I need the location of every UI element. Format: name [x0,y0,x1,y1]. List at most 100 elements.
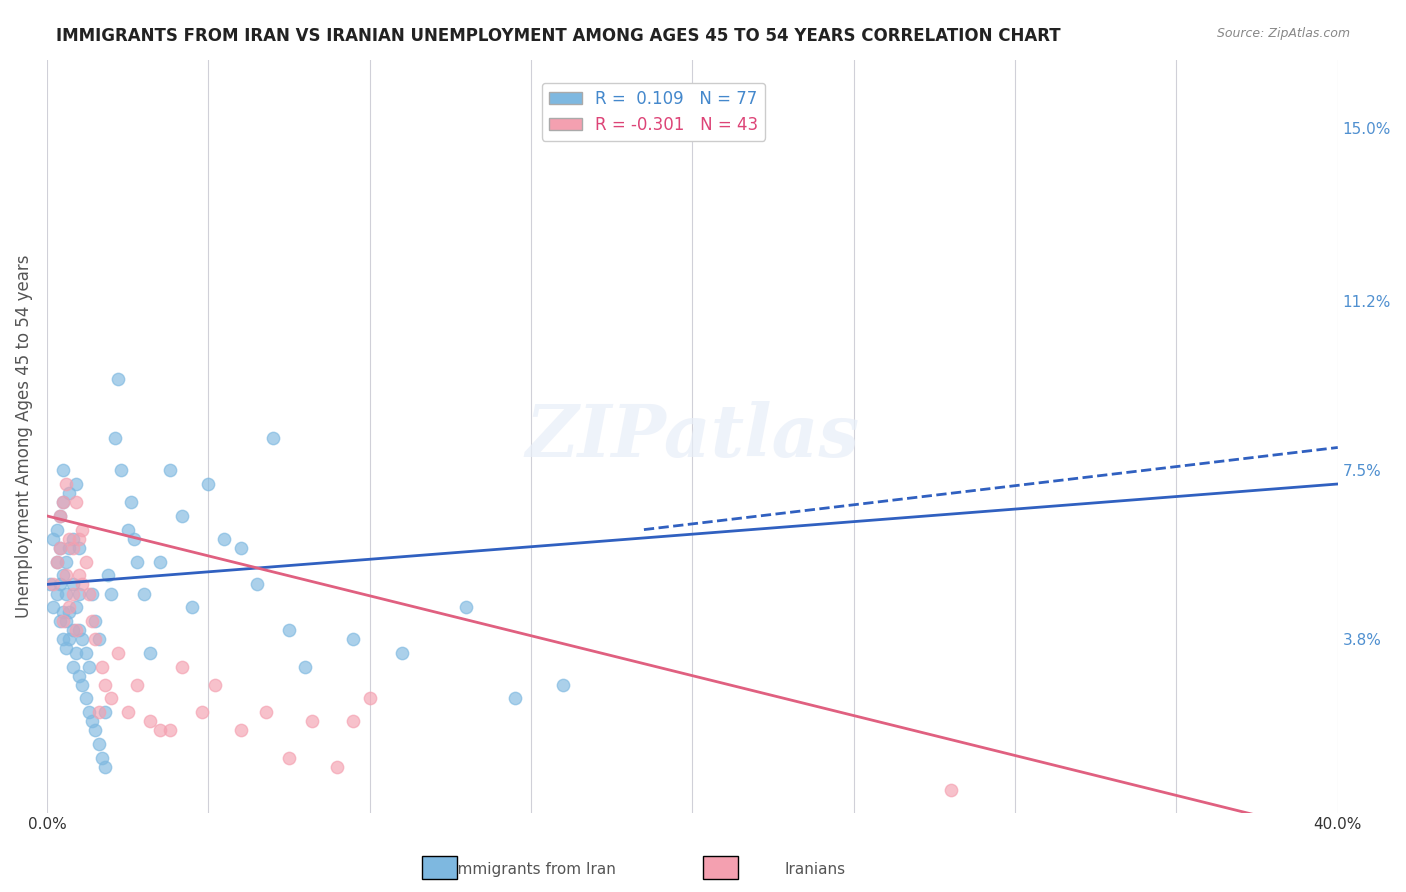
Point [58,532,80,546]
Point [359,691,381,706]
Point [49,614,72,628]
Point [503,691,526,706]
Point [132,586,155,600]
Point [326,760,349,774]
Point [55,614,77,628]
Point [181,600,204,615]
Point [117,705,139,719]
Point [55,586,77,600]
Point [49,541,72,555]
Point [172,508,194,523]
Point [90,659,112,673]
Point [90,751,112,765]
Point [149,555,172,569]
Text: Source: ZipAtlas.com: Source: ZipAtlas.com [1216,27,1350,40]
Point [122,532,145,546]
Point [62,541,84,555]
Point [342,714,364,729]
Point [197,477,219,491]
Point [49,508,72,523]
Point [52,568,75,582]
Point [67,541,90,555]
Point [110,463,132,477]
Point [94,705,117,719]
Point [84,632,107,647]
Point [72,577,94,591]
Point [149,723,172,738]
Point [58,600,80,615]
Point [87,705,110,719]
Point [52,614,75,628]
Point [127,555,149,569]
Y-axis label: Unemployment Among Ages 45 to 54 years: Unemployment Among Ages 45 to 54 years [15,254,32,618]
Point [67,568,90,582]
Point [67,623,90,637]
Point [84,614,107,628]
Legend: R =  0.109   N = 77, R = -0.301   N = 43: R = 0.109 N = 77, R = -0.301 N = 43 [543,83,765,141]
Point [52,495,75,509]
Point [55,555,77,569]
Point [87,632,110,647]
Point [52,463,75,477]
Point [229,541,252,555]
Point [77,586,100,600]
Point [254,705,277,719]
Point [262,431,284,445]
Point [80,586,103,600]
Point [191,705,214,719]
Point [45,555,67,569]
Point [72,632,94,647]
Point [55,641,77,656]
Point [42,577,65,591]
Point [72,678,94,692]
Point [100,691,122,706]
Point [58,486,80,500]
Point [62,577,84,591]
Point [117,523,139,537]
Point [84,723,107,738]
Point [62,623,84,637]
Point [294,659,316,673]
Point [127,678,149,692]
Point [107,646,129,660]
Point [75,691,97,706]
Point [77,659,100,673]
Point [159,723,181,738]
Point [72,523,94,537]
Point [80,714,103,729]
Point [67,532,90,546]
Point [301,714,323,729]
Point [62,532,84,546]
Point [277,751,299,765]
Point [49,577,72,591]
Point [277,623,299,637]
Point [45,523,67,537]
Text: IMMIGRANTS FROM IRAN VS IRANIAN UNEMPLOYMENT AMONG AGES 45 TO 54 YEARS CORRELATI: IMMIGRANTS FROM IRAN VS IRANIAN UNEMPLOY… [56,27,1062,45]
Point [58,632,80,647]
Point [94,760,117,774]
Point [97,568,120,582]
Point [139,646,162,660]
Point [58,605,80,619]
Point [42,532,65,546]
Point [204,678,226,692]
Point [49,508,72,523]
Point [391,646,413,660]
Text: ZIPatlas: ZIPatlas [526,401,859,472]
Point [55,477,77,491]
Point [45,586,67,600]
Text: Iranians: Iranians [785,863,846,877]
Point [65,495,87,509]
Point [49,541,72,555]
Point [58,541,80,555]
Point [80,614,103,628]
Point [600,98,623,112]
Point [120,495,142,509]
Point [229,723,252,738]
Point [52,495,75,509]
Point [67,668,90,682]
Point [75,646,97,660]
Point [67,586,90,600]
Point [139,714,162,729]
Point [159,463,181,477]
